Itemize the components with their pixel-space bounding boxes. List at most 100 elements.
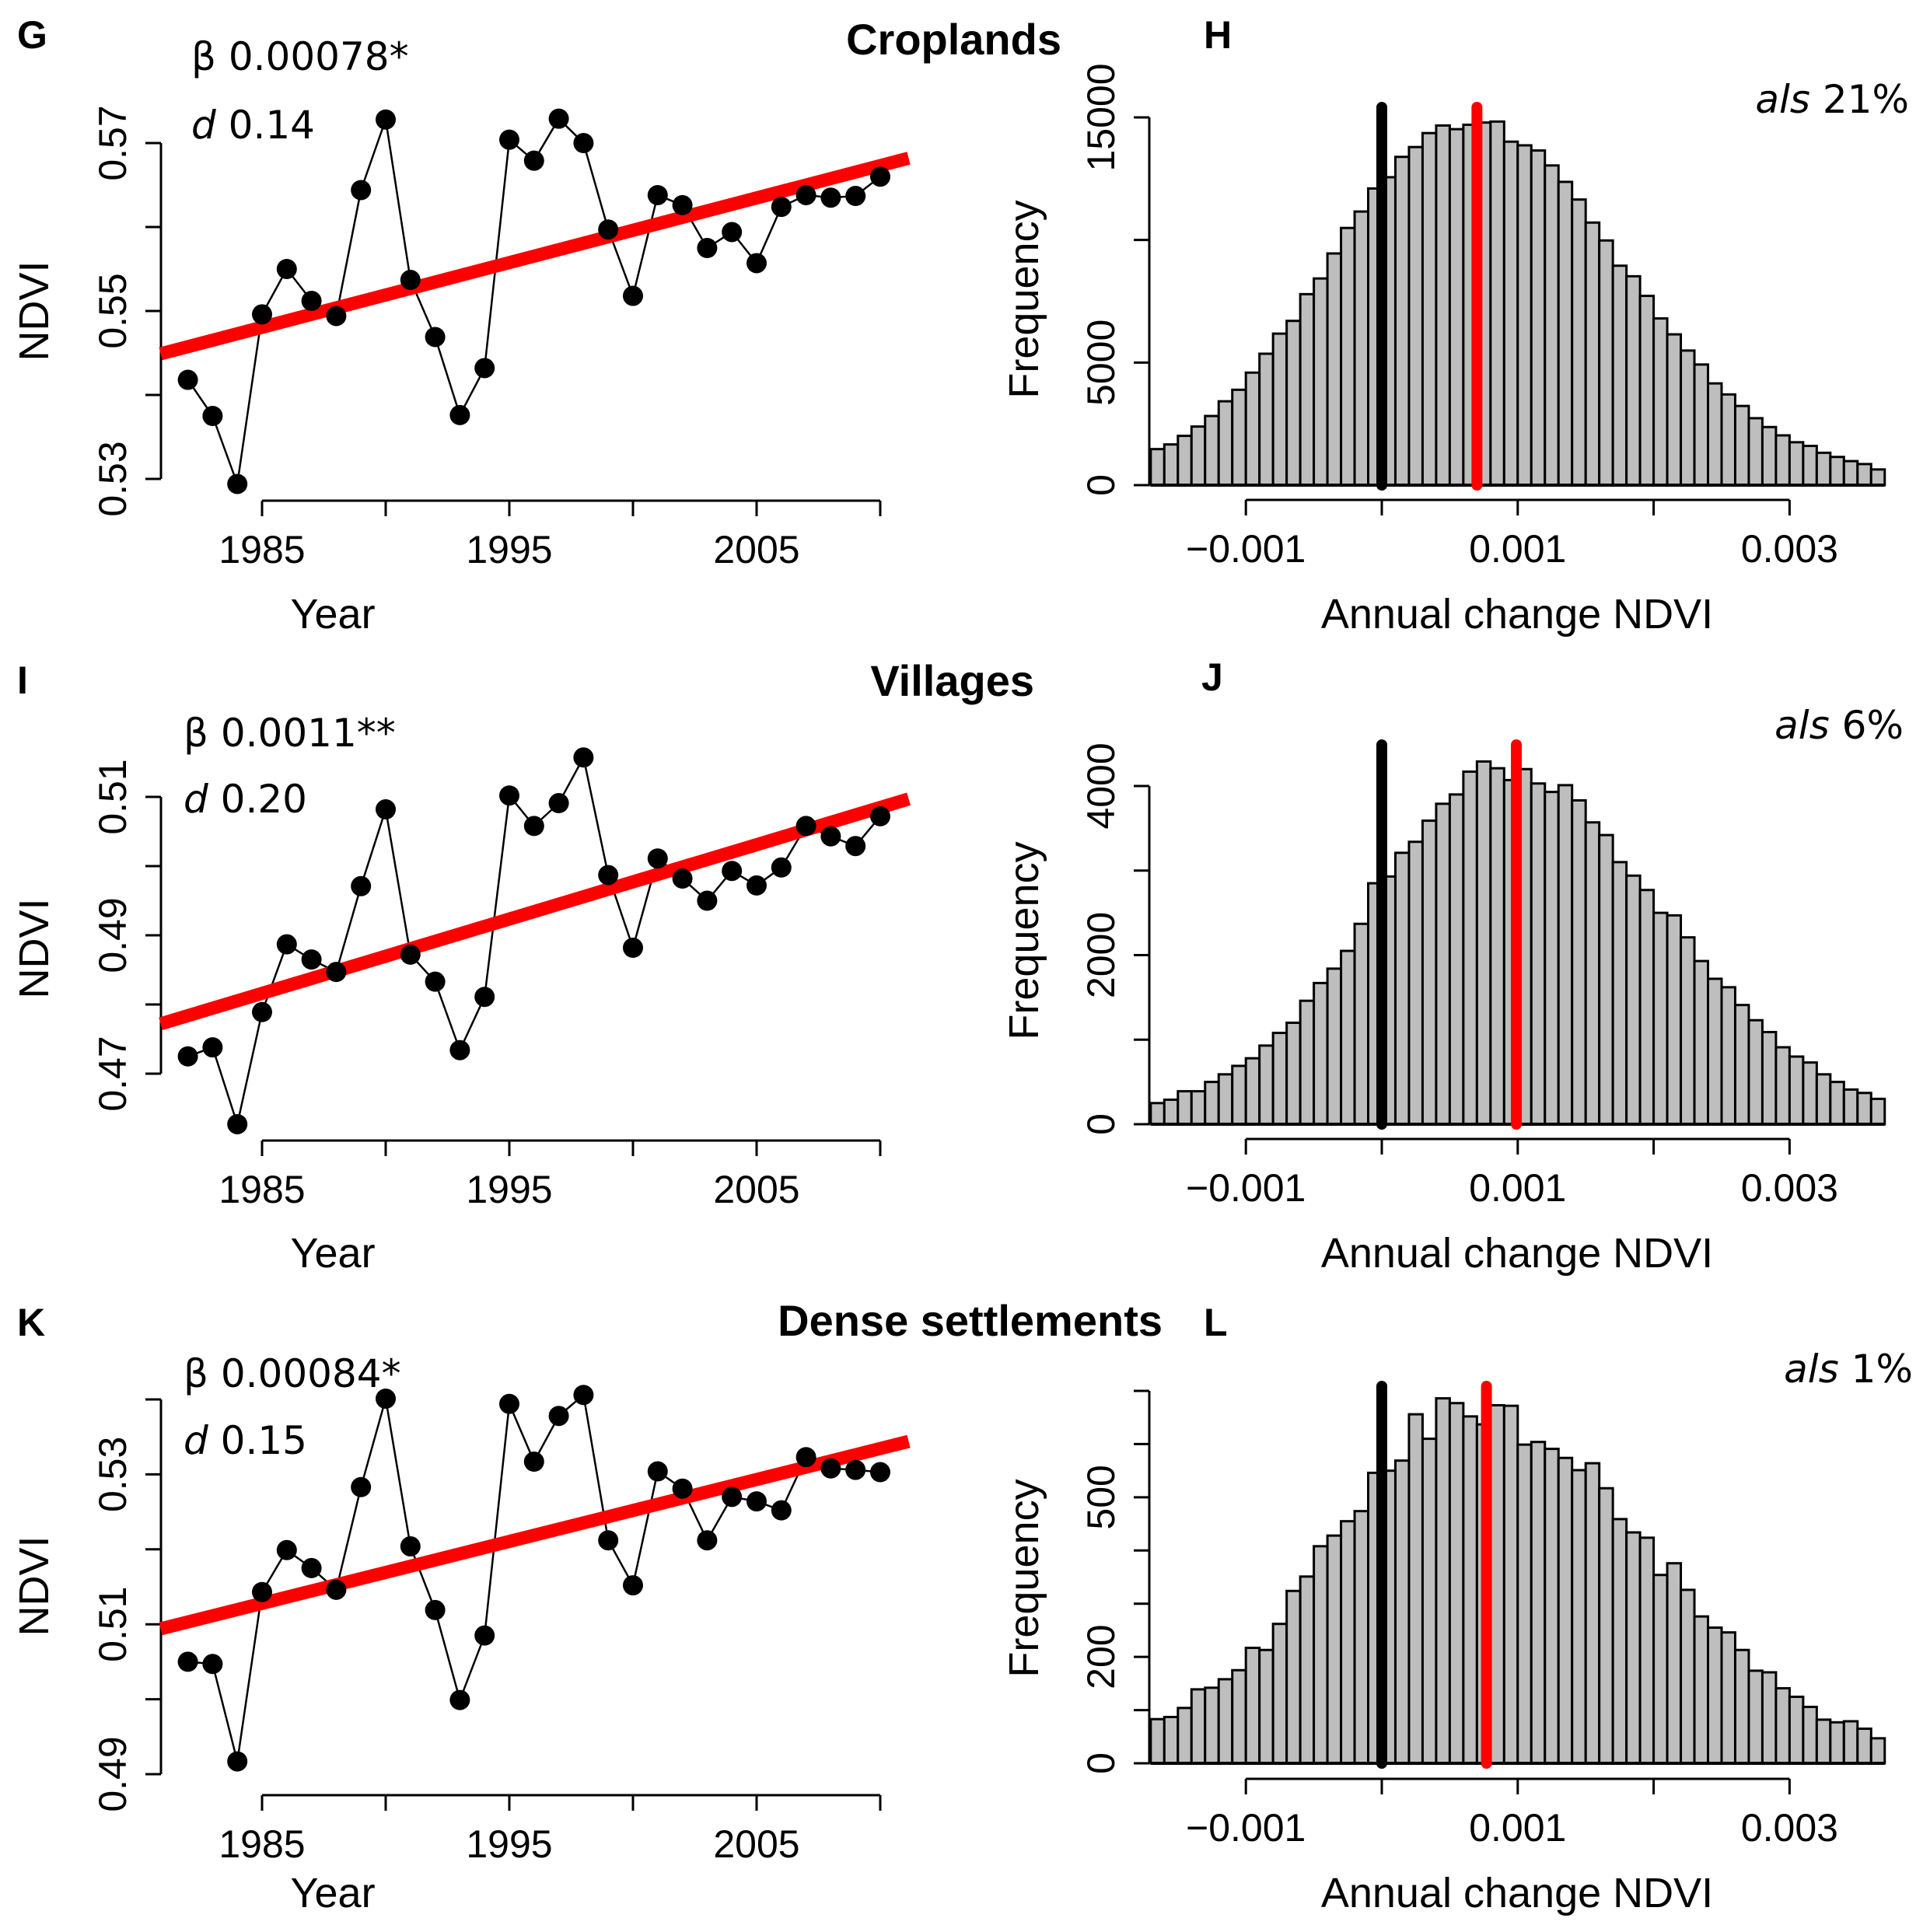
histogram-bar bbox=[1258, 1044, 1274, 1126]
x-tick-label: −0.001 bbox=[1186, 1166, 1306, 1210]
x-axis-label: Year bbox=[290, 1870, 375, 1916]
y-axis-label: Frequency bbox=[1001, 1479, 1047, 1677]
histogram-bar bbox=[1231, 1064, 1247, 1126]
y-axis-label: Frequency bbox=[1001, 200, 1047, 398]
x-tick-label: 2005 bbox=[713, 528, 799, 571]
histogram-bar bbox=[1707, 1626, 1723, 1765]
data-point bbox=[746, 875, 767, 896]
als-annotation: als 1% bbox=[1784, 1347, 1913, 1392]
histogram-bar bbox=[1299, 292, 1316, 487]
x-axis-label: Year bbox=[290, 1230, 375, 1277]
d-annotation: d 0.15 bbox=[184, 1418, 307, 1463]
data-point bbox=[425, 1599, 446, 1620]
panel-l-dense-settlements-histogram: L als 1% Annual change NDVI Frequency 0 2… bbox=[1001, 1301, 1913, 1916]
histogram-bar bbox=[1448, 793, 1465, 1126]
axes: 0 5000 15000 −0.001 0.001 0.003 bbox=[1079, 63, 1838, 571]
data-point bbox=[400, 1535, 421, 1556]
data-point bbox=[400, 270, 421, 291]
histogram-bar bbox=[1421, 819, 1438, 1126]
d-value: 0.15 bbox=[221, 1418, 307, 1463]
histogram-bar bbox=[1788, 1695, 1805, 1765]
histogram-bar bbox=[1652, 317, 1669, 487]
data-point bbox=[722, 222, 743, 243]
x-axis-label: Annual change NDVI bbox=[1321, 591, 1713, 638]
data-point bbox=[326, 1579, 347, 1600]
beta-annotation: β 0.00084* bbox=[184, 1351, 401, 1396]
histogram-bar bbox=[1217, 1678, 1234, 1765]
als-label: als bbox=[1755, 77, 1810, 122]
series-segment bbox=[631, 1471, 659, 1586]
data-point bbox=[623, 285, 643, 306]
histogram-bar bbox=[1638, 889, 1656, 1126]
data-point bbox=[523, 816, 544, 837]
panel-title: Villages bbox=[870, 656, 1034, 705]
histogram-bar bbox=[1747, 1018, 1764, 1126]
series-segment bbox=[335, 1487, 362, 1591]
histogram-bar bbox=[1707, 977, 1723, 1126]
series-segment bbox=[212, 1663, 239, 1762]
d-symbol: d bbox=[191, 103, 216, 148]
series-segment bbox=[384, 809, 412, 956]
y-axis-label: NDVI bbox=[11, 898, 58, 998]
histogram-bar bbox=[1421, 131, 1438, 487]
series-segment bbox=[508, 1403, 535, 1462]
series-segment bbox=[384, 119, 412, 281]
histogram-bar bbox=[1869, 468, 1886, 487]
histogram-bar bbox=[1244, 1057, 1261, 1126]
x-tick-label: −0.001 bbox=[1186, 527, 1306, 571]
histogram-bar bbox=[1353, 210, 1370, 487]
y-tick-label: 0.47 bbox=[91, 1036, 135, 1111]
histogram-bar bbox=[1258, 1648, 1274, 1765]
data-point bbox=[771, 1500, 792, 1521]
series-segment bbox=[483, 795, 511, 997]
beta-value: 0.0011** bbox=[221, 711, 396, 756]
data-point bbox=[202, 406, 223, 426]
histogram-bar bbox=[1149, 448, 1166, 487]
histogram-bar bbox=[1693, 363, 1710, 487]
data-point bbox=[499, 785, 519, 806]
series-segment bbox=[335, 886, 362, 973]
histogram-bar bbox=[1313, 981, 1329, 1126]
histogram-bar bbox=[1285, 1589, 1302, 1765]
panel-label: K bbox=[17, 1301, 45, 1344]
data-point bbox=[548, 793, 569, 814]
y-tick-label: 0 bbox=[1079, 1752, 1123, 1774]
histogram-bar bbox=[1285, 1022, 1302, 1126]
series-segment bbox=[483, 1403, 511, 1636]
histogram-bar bbox=[1584, 1462, 1601, 1765]
histogram-bar bbox=[1802, 445, 1818, 487]
y-tick-label: 0.53 bbox=[91, 1437, 135, 1512]
data-point bbox=[449, 404, 470, 425]
histogram-bar bbox=[1829, 456, 1845, 487]
data-point bbox=[202, 1037, 223, 1058]
data-point bbox=[598, 219, 619, 240]
histogram-bar bbox=[1435, 1397, 1451, 1765]
panel-title: Croplands bbox=[846, 15, 1061, 64]
histogram-bar bbox=[1435, 802, 1451, 1126]
histogram-bar bbox=[1204, 1081, 1220, 1126]
panel-k-dense-settlements-ndvi-timeseries: K Dense settlements β 0.00084* d 0.15 Ye… bbox=[11, 1296, 1163, 1916]
histogram-bar bbox=[1856, 1728, 1872, 1765]
y-tick-label: 0.51 bbox=[91, 759, 135, 834]
histogram-bar bbox=[1652, 1574, 1669, 1765]
histogram-bar bbox=[1353, 922, 1370, 1126]
data-point bbox=[722, 1487, 743, 1508]
data-point bbox=[697, 890, 718, 911]
data-point bbox=[202, 1654, 223, 1675]
als-label: als bbox=[1774, 703, 1830, 748]
x-tick-label: 2005 bbox=[713, 1822, 799, 1866]
histogram-bar bbox=[1340, 226, 1356, 487]
trend-line bbox=[159, 792, 911, 1031]
data-point bbox=[722, 861, 743, 882]
data-point bbox=[499, 129, 519, 150]
panel-i-villages-ndvi-timeseries: I Villages β 0.0011** d 0.20 Year NDVI 0… bbox=[11, 656, 1034, 1277]
series-segment bbox=[434, 981, 461, 1051]
y-axis-label: Frequency bbox=[1001, 841, 1047, 1039]
histogram-bar bbox=[1733, 1004, 1750, 1126]
series-segment bbox=[236, 1591, 264, 1762]
histogram-bar bbox=[1571, 198, 1587, 487]
data-point bbox=[672, 1478, 693, 1499]
data-point bbox=[252, 304, 272, 325]
data-point bbox=[820, 1458, 841, 1479]
histogram-bar bbox=[1842, 1088, 1859, 1126]
